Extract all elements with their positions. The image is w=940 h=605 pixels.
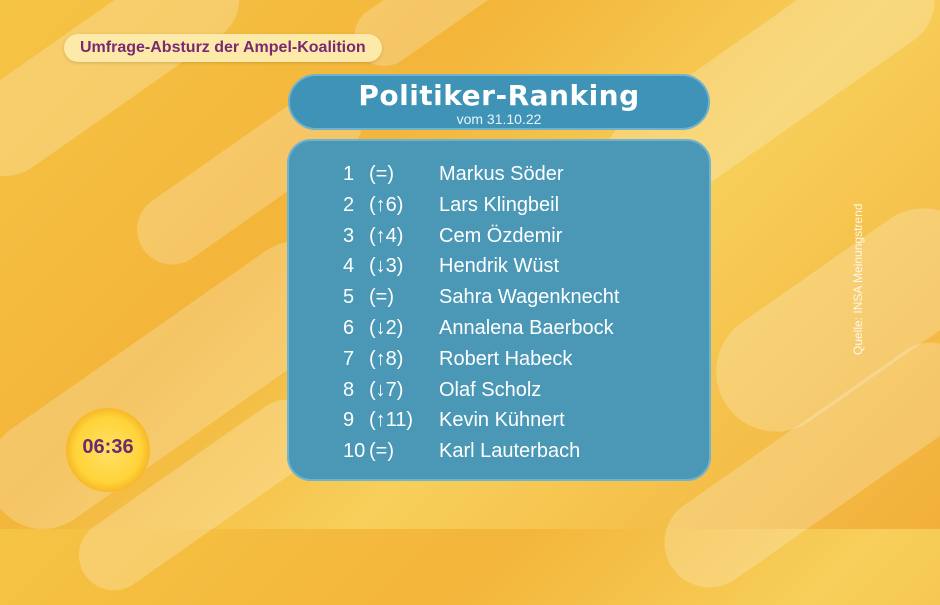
politician-name: Markus Söder (439, 163, 564, 185)
ranking-row: 10 (=) Karl Lauterbach (289, 436, 709, 467)
rank-change: (↓2) (369, 316, 404, 339)
politician-name: Robert Habeck (439, 347, 573, 370)
rank-change: (↑6) (369, 193, 404, 216)
ranking-row: 4 (↓3) Hendrik Wüst (289, 251, 709, 282)
clock-time: 06:36 (82, 436, 134, 458)
ranking-row: 6 (↓2) Annalena Baerbock (289, 313, 709, 344)
clock-badge: 06:36 (60, 402, 156, 498)
rank-number: 1 (343, 163, 355, 185)
rank-change: (=) (369, 286, 394, 309)
rank-number: 2 (343, 193, 355, 216)
politician-name: Lars Klingbeil (439, 193, 560, 216)
ranking-row: 8 (↓7) Olaf Scholz (289, 375, 709, 406)
politician-name: Annalena Baerbock (439, 316, 614, 339)
rank-number: 10 (343, 440, 366, 463)
rank-change: (=) (369, 440, 394, 463)
page-subtitle: vom 31.10.22 (456, 111, 542, 127)
politician-name: Hendrik Wüst (439, 255, 560, 278)
rank-change: (↓3) (369, 255, 404, 278)
rank-change: (↓7) (369, 378, 404, 401)
politician-name: Sahra Wagenknecht (439, 286, 620, 309)
rank-number: 7 (343, 347, 355, 370)
ranking-row: 2 (↑6) Lars Klingbeil (289, 190, 709, 221)
topic-tag: Umfrage-Absturz der Ampel-Koalition (64, 34, 382, 62)
sun-disc (66, 408, 150, 492)
ranking-row: 9 (↑11) Kevin Kühnert (289, 405, 709, 436)
ranking-row: 7 (↑8) Robert Habeck (289, 344, 709, 375)
ranking-row: 3 (↑4) Cem Özdemir (289, 221, 709, 252)
rank-change: (↑8) (369, 347, 404, 370)
rank-change: (↑11) (369, 409, 414, 432)
ranking-panel: 1 (=) Markus Söder 2 (↑6) Lars Klingbeil… (287, 139, 711, 481)
page-title: Politiker-Ranking (358, 79, 640, 112)
rank-number: 9 (343, 409, 355, 432)
rank-change: (=) (369, 163, 394, 185)
ranking-row: 1 (=) Markus Söder (289, 159, 709, 190)
ranking-list: 1 (=) Markus Söder 2 (↑6) Lars Klingbeil… (289, 159, 709, 467)
politician-name: Karl Lauterbach (439, 440, 581, 463)
rank-number: 6 (343, 316, 355, 339)
rank-change: (↑4) (369, 224, 404, 247)
source-note: Quelle: INSA Meinungstrend (851, 203, 865, 355)
rank-number: 4 (343, 255, 355, 278)
rank-number: 5 (343, 286, 355, 309)
politician-name: Olaf Scholz (439, 378, 542, 401)
politician-name: Cem Özdemir (439, 224, 563, 247)
title-box: Politiker-Ranking vom 31.10.22 (288, 74, 710, 130)
rank-number: 3 (343, 224, 355, 247)
politician-name: Kevin Kühnert (439, 409, 565, 432)
rank-number: 8 (343, 378, 355, 401)
ranking-row: 5 (=) Sahra Wagenknecht (289, 282, 709, 313)
